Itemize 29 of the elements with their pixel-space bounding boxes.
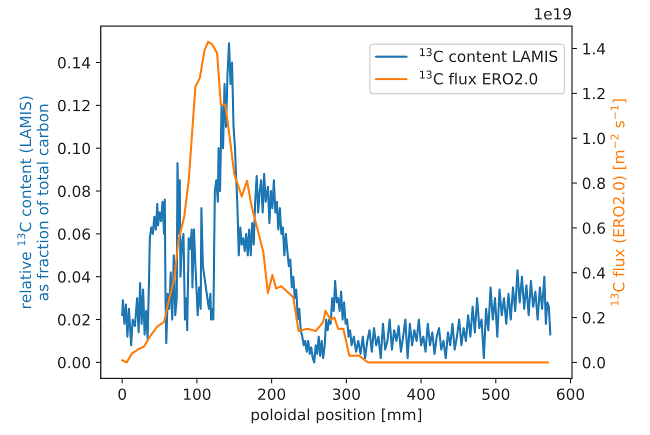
y2-tick-label: 0.8 <box>582 178 605 190</box>
x-tick-label: 500 <box>482 388 510 400</box>
y2-tick-label: 1.2 <box>583 88 604 100</box>
x-tick-label: 400 <box>407 388 435 400</box>
y-tick-label: 0.00 <box>58 356 90 368</box>
y2-tick-label: 1.4 <box>583 43 606 54</box>
y-tick-label: 0.14 <box>58 56 90 69</box>
y2-tick-label: 1.0 <box>583 132 606 144</box>
y-axis-title: relative $^{13}$C content (LAMIS) as fraction of total carbon <box>17 96 48 308</box>
y-tick-label: 0.08 <box>58 185 90 198</box>
y-tick-label: 0.12 <box>58 100 90 112</box>
y-tick-label: 0.02 <box>58 314 90 326</box>
y2-tick-label: 0.2 <box>582 312 604 324</box>
legend-label: $^{13}$C content LAMIS <box>420 48 558 62</box>
legend-label: $^{13}$C flux ERO2.0 <box>420 70 538 85</box>
y2-axis-title: $^{13}$C flux (ERO2.0) [m$^{−2}$ s$^{−1}$] <box>610 99 626 306</box>
y-tick-label: 0.04 <box>58 271 90 283</box>
y2-tick-label: 0.0 <box>582 356 606 368</box>
x-tick-label: 600 <box>556 388 584 400</box>
y2-tick-label: 0.6 <box>582 222 606 234</box>
x-tick-label: 100 <box>184 388 210 400</box>
x-axis-title: poloidal position [mm] <box>252 408 422 424</box>
x-tick-label: 200 <box>258 388 286 400</box>
y-tick-label: 0.06 <box>58 228 90 240</box>
x-tick-label: 0 <box>118 388 126 400</box>
y2-tick-label: 0.4 <box>582 267 606 279</box>
y-tick-label: 0.10 <box>58 142 90 154</box>
x-tick-label: 300 <box>332 388 360 400</box>
text: 1e19 <box>535 8 571 20</box>
